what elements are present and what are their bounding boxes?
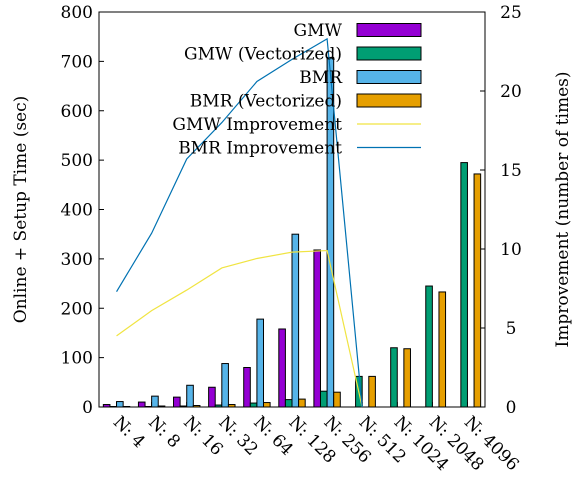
y2-tick-label: 5 — [506, 319, 517, 339]
y-tick-label: 0 — [82, 398, 93, 418]
y-tick-label: 700 — [61, 52, 93, 72]
bar-bmr-vectorized — [473, 173, 482, 408]
bar-bmr — [221, 363, 229, 408]
bar-bmr-vectorized — [298, 398, 306, 408]
y2-axis-title: Improvement (number of times) — [553, 72, 573, 348]
bar-bmr-vectorized — [438, 291, 447, 408]
bar-bmr — [186, 384, 194, 408]
bar-gmw-vectorized — [319, 390, 328, 408]
bar-gmw-vectorized — [390, 347, 398, 408]
legend-label-gmw-improvement: GMW Improvement — [172, 115, 342, 135]
bar-bmr — [116, 401, 124, 408]
bar-bmr — [256, 318, 265, 408]
bar-gmw-vectorized — [144, 406, 153, 408]
bar-bmr — [151, 395, 159, 408]
y-tick-label: 500 — [61, 151, 93, 171]
y-tick-label: 600 — [61, 102, 93, 122]
bar-gmw-vectorized — [460, 162, 468, 408]
legend-label-bmr-vectorized: BMR (Vectorized) — [190, 92, 342, 112]
legend-label-gmw-vectorized: GMW (Vectorized) — [184, 45, 342, 65]
bar-bmr — [326, 56, 335, 408]
line-gmw-improvement — [116, 249, 363, 408]
y2-tick-label: 15 — [500, 161, 522, 181]
legend-swatch-bmr-vectorized — [356, 93, 422, 108]
bar-bmr-vectorized — [333, 391, 341, 408]
bar-gmw-vectorized — [284, 399, 293, 408]
bar-gmw — [208, 386, 216, 408]
bar-gmw-vectorized — [214, 404, 223, 408]
x-tick-label: N: 32 — [214, 412, 261, 459]
bar-bmr-vectorized — [227, 404, 236, 408]
legend-swatch-gmw-vectorized — [356, 46, 422, 61]
y-tick-label: 300 — [61, 250, 93, 270]
legend-swatch-gmw — [356, 23, 422, 37]
y-tick-label: 100 — [61, 349, 93, 369]
y2-tick-label: 10 — [500, 240, 522, 260]
bar-bmr-vectorized — [368, 375, 376, 408]
bar-bmr-vectorized — [157, 405, 166, 408]
x-tick-label: N: 8 — [144, 412, 184, 452]
bar-bmr-vectorized — [403, 348, 411, 408]
bar-bmr-vectorized — [122, 406, 131, 408]
legend-label-bmr: BMR — [299, 68, 343, 88]
legend-label-bmr-improvement: BMR Improvement — [178, 139, 342, 159]
y-tick-label: 200 — [61, 299, 93, 319]
bar-gmw-vectorized — [109, 406, 118, 408]
y-axis-title: Online + Setup Time (sec) — [11, 96, 31, 324]
x-tick-label: N: 16 — [179, 412, 226, 459]
bar-gmw — [278, 328, 286, 408]
bar-gmw — [243, 367, 251, 408]
bar-gmw-vectorized — [425, 285, 433, 408]
y2-tick-label: 20 — [500, 82, 522, 102]
bar-gmw — [173, 396, 181, 408]
bar-bmr-vectorized — [192, 405, 201, 408]
bar-gmw — [102, 404, 111, 408]
bar-gmw — [313, 249, 321, 408]
line-bmr-improvement — [116, 37, 363, 408]
bar-gmw-vectorized — [179, 405, 188, 408]
y-tick-label: 400 — [61, 201, 93, 221]
y2-tick-label: 25 — [500, 3, 522, 23]
bar-gmw — [137, 401, 146, 408]
legend-swatch-bmr — [356, 70, 422, 84]
y-tick-label: 800 — [61, 3, 93, 23]
x-tick-label: N: 64 — [249, 412, 296, 459]
y2-tick-label: 0 — [506, 398, 517, 418]
legend-label-gmw: GMW — [294, 21, 343, 41]
bar-bmr-vectorized — [263, 402, 271, 408]
bar-gmw-vectorized — [249, 402, 258, 408]
x-tick-label: N: 4 — [109, 412, 149, 452]
bar-bmr — [291, 233, 300, 408]
